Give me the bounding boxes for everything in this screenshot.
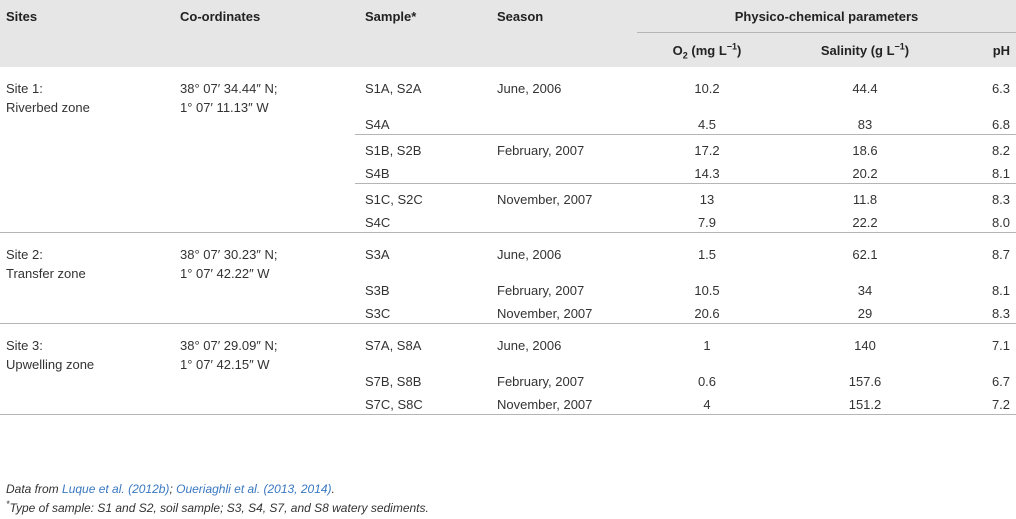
header-coordinates: Co-ordinates xyxy=(180,8,261,24)
salinity-cell: 20.2 xyxy=(852,166,878,181)
table-row: Site 2: Transfer zone 38° 07′ 30.23″ N; 1°… xyxy=(0,232,1016,324)
header-ph: pH xyxy=(992,42,1011,58)
ph-cell: 8.1 xyxy=(991,283,1011,298)
o2-cell: 7.9 xyxy=(697,215,717,230)
salinity-cell: 11.8 xyxy=(777,183,953,209)
salinity-cell: 18.6 xyxy=(777,134,953,160)
sample-cell: S1A, S2A xyxy=(365,81,422,96)
table-row: S7B, S8B February, 2007 0.6 157.6 6.7 xyxy=(0,358,1016,391)
header-physico-chemical: Physico-chemical parameters xyxy=(637,0,1016,33)
table-row: S1C, S2C November, 2007 13 11.8 8.3 xyxy=(0,183,1016,209)
table-row: S4A 4.5 83 6.8 xyxy=(0,101,1016,135)
site-cell: Site 1: Riverbed zone xyxy=(6,81,90,115)
sample-type-note: *Type of sample: S1 and S2, soil sample;… xyxy=(6,499,429,516)
season-cell: November, 2007 xyxy=(487,183,637,209)
physico-chemical-table: Sites Co-ordinates Sample* Season Physic… xyxy=(0,0,1016,415)
table-row: S7C, S8C November, 2007 4 151.2 7.2 xyxy=(0,391,1016,415)
season-cell xyxy=(487,101,637,135)
salinity-cell: 157.6 xyxy=(848,374,882,389)
coordinates-cell: 38° 07′ 29.09″ N; 1° 07′ 42.15″ W xyxy=(172,323,355,415)
sample-cell: S4B xyxy=(365,166,390,181)
o2-cell: 4 xyxy=(637,391,777,415)
season-cell: June, 2006 xyxy=(497,81,562,96)
ph-cell: 6.3 xyxy=(991,81,1011,96)
o2-cell: 4.5 xyxy=(697,117,717,132)
salinity-cell: 62.1 xyxy=(777,232,953,267)
table-row: Site 3: Upwelling zone 38° 07′ 29.09″ N; 1… xyxy=(0,323,1016,415)
o2-cell: 17.2 xyxy=(637,134,777,160)
table-footnotes: Data from Luque et al. (2012b); Oueriagh… xyxy=(6,480,429,518)
o2-cell: 13 xyxy=(637,183,777,209)
reference-link-oueriaghli[interactable]: Oueriaghli et al. (2013, 2014) xyxy=(176,482,332,496)
reference-link-luque[interactable]: Luque et al. (2012b) xyxy=(62,482,170,496)
ph-cell: 8.0 xyxy=(991,215,1011,230)
data-source-note: Data from Luque et al. (2012b); Oueriagh… xyxy=(6,482,335,496)
salinity-cell: 151.2 xyxy=(777,391,953,415)
o2-cell: 10.5 xyxy=(694,283,720,298)
salinity-cell: 44.4 xyxy=(852,81,878,96)
coordinates-cell: 38° 07′ 34.44″ N; 1° 07′ 11.13″ W xyxy=(180,81,278,115)
header-o2: O2 (mg L−1) xyxy=(672,41,742,61)
table-row: S3B February, 2007 10.5 34 8.1 xyxy=(0,267,1016,300)
o2-cell: 1 xyxy=(637,323,777,358)
season-cell xyxy=(487,209,637,233)
header-season: Season xyxy=(497,8,544,24)
sample-cell: S7A, S8A xyxy=(355,323,487,358)
sample-cell: S1B, S2B xyxy=(355,134,487,160)
o2-cell: 10.2 xyxy=(694,81,720,96)
sample-cell: S3B xyxy=(365,283,390,298)
o2-cell: 20.6 xyxy=(694,306,720,321)
season-cell xyxy=(487,160,637,184)
season-cell: February, 2007 xyxy=(497,283,585,298)
salinity-cell: 83 xyxy=(857,117,873,132)
table-row: S3C November, 2007 20.6 29 8.3 xyxy=(0,300,1016,324)
sample-cell: S3A xyxy=(355,232,487,267)
season-cell: June, 2006 xyxy=(487,232,637,267)
site-cell: Site 2: Transfer zone xyxy=(0,232,172,324)
sample-cell: S7B, S8B xyxy=(365,374,422,389)
ph-cell: 6.8 xyxy=(991,117,1011,132)
o2-cell: 14.3 xyxy=(694,166,720,181)
ph-cell: 8.3 xyxy=(953,183,1016,209)
salinity-cell: 29 xyxy=(857,306,873,321)
site-cell: Site 3: Upwelling zone xyxy=(0,323,172,415)
table-row: S4B 14.3 20.2 8.1 xyxy=(0,160,1016,184)
salinity-cell: 22.2 xyxy=(852,215,878,230)
sample-cell: S1C, S2C xyxy=(355,183,487,209)
ph-cell: 8.2 xyxy=(953,134,1016,160)
season-cell: February, 2007 xyxy=(487,134,637,160)
o2-cell: 1.5 xyxy=(637,232,777,267)
ph-cell: 8.3 xyxy=(991,306,1011,321)
season-cell: February, 2007 xyxy=(497,374,585,389)
header-sites: Sites xyxy=(6,8,38,24)
season-cell: June, 2006 xyxy=(487,323,637,358)
ph-cell: 8.7 xyxy=(953,232,1016,267)
ph-cell: 8.1 xyxy=(991,166,1011,181)
ph-cell: 6.7 xyxy=(991,374,1011,389)
header-row-main: Sites Co-ordinates Sample* Season Physic… xyxy=(0,0,1016,33)
header-sample: Sample* xyxy=(365,8,417,24)
coordinates-cell: 38° 07′ 30.23″ N; 1° 07′ 42.22″ W xyxy=(172,232,355,324)
ph-cell: 7.2 xyxy=(953,391,1016,415)
sample-cell: S7C, S8C xyxy=(355,391,487,415)
sample-cell: S4C xyxy=(365,215,391,230)
sample-cell: S3C xyxy=(365,306,391,321)
table-row: S4C 7.9 22.2 8.0 xyxy=(0,209,1016,233)
sample-cell: S4A xyxy=(365,117,390,132)
header-salinity: Salinity (g L−1) xyxy=(820,41,910,58)
o2-cell: 0.6 xyxy=(697,374,717,389)
salinity-cell: 140 xyxy=(777,323,953,358)
table-row: Site 1: Riverbed zone 38° 07′ 34.44″ N; 1°… xyxy=(0,67,1016,115)
season-cell: November, 2007 xyxy=(487,391,637,415)
table-row: S1B, S2B February, 2007 17.2 18.6 8.2 xyxy=(0,134,1016,160)
ph-cell: 7.1 xyxy=(953,323,1016,358)
salinity-cell: 34 xyxy=(857,283,873,298)
header-row-params: O2 (mg L−1) Salinity (g L−1) pH xyxy=(0,32,1016,67)
season-cell: November, 2007 xyxy=(497,306,593,321)
